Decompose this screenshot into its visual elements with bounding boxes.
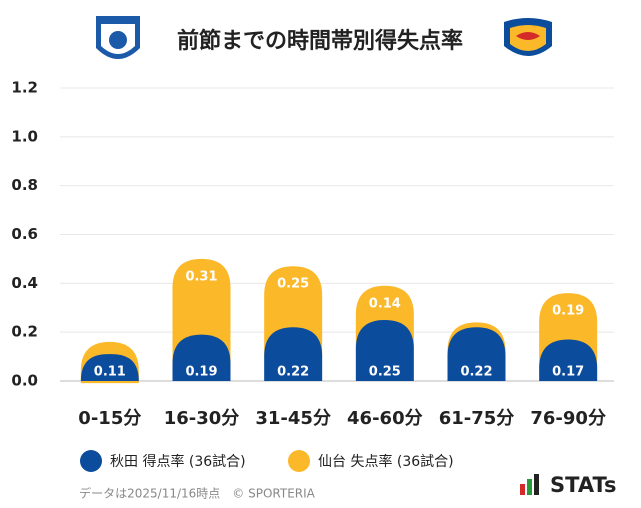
y-tick-label: 0.6 [11,225,38,243]
y-tick-label: 0.2 [11,323,38,341]
brand-logo [520,474,539,495]
value-label: 0.25 [277,277,309,292]
y-tick-label: 0.4 [11,274,38,292]
value-label: 0.19 [185,365,217,380]
bar-segment [355,319,414,381]
x-tick-label: 76-90分 [530,408,606,429]
legend-label: 仙台 失点率 (36試合) [318,453,454,470]
x-tick-label: 46-60分 [347,408,423,429]
y-tick-label: 1.2 [11,79,38,97]
value-label: 0.14 [369,296,401,311]
away-logo [504,18,552,56]
value-label: 0.22 [277,365,309,380]
bar-segment [80,354,139,381]
value-label: 0.19 [552,304,584,319]
chart-title: 前節までの時間帯別得失点率 [177,28,463,54]
y-tick-label: 0.8 [11,176,38,194]
home-logo [96,16,140,59]
value-label: 0.22 [460,365,492,380]
legend-marker [288,450,310,472]
bar-segment [447,327,506,381]
footer-note: データは2025/11/16時点 © SPORTERIA [79,486,316,501]
brand: STATs [550,473,616,497]
value-label: 0.17 [552,365,584,380]
x-tick-label: 16-30分 [164,408,240,429]
x-tick-label: 31-45分 [255,408,331,429]
value-label: 0.25 [369,365,401,380]
bar-segment [172,334,231,381]
legend-label: 秋田 得点率 (36試合) [110,453,246,470]
bar-segment [264,327,323,381]
value-label: 0.11 [94,365,126,380]
legend-marker [80,450,102,472]
bar-segment [539,339,598,381]
y-tick-label: 1.0 [11,127,38,145]
x-tick-label: 61-75分 [439,408,515,429]
value-label: 0.31 [185,269,217,284]
x-tick-label: 0-15分 [78,408,141,429]
y-tick-label: 0.0 [11,372,38,390]
